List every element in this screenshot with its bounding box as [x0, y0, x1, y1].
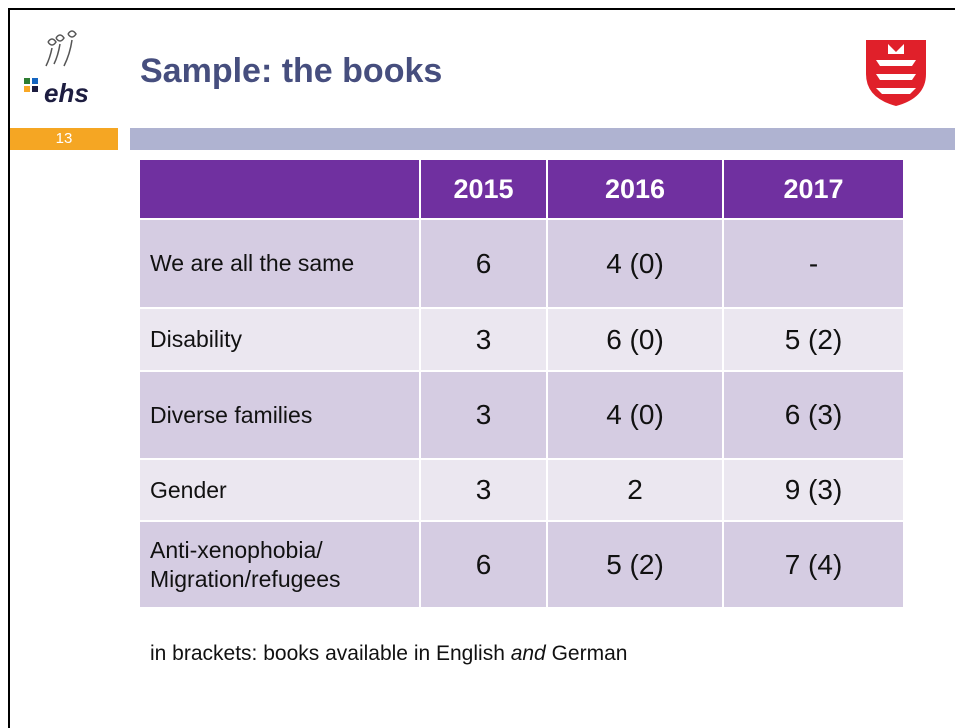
table-cell: 6 (0): [548, 309, 722, 370]
row-label: Gender: [140, 460, 419, 520]
header-cell: 2016: [548, 160, 722, 218]
logo-text: ehs: [44, 78, 89, 108]
table-cell: 6: [421, 522, 546, 607]
table-cell: 3: [421, 309, 546, 370]
slide-title: Sample: the books: [140, 52, 443, 90]
footnote-text: German: [545, 642, 628, 665]
table-cell: 2: [548, 460, 722, 520]
footnote-emphasis: and: [510, 642, 546, 665]
table-cell: 9 (3): [724, 460, 903, 520]
footnote: in brackets: books available in English …: [150, 642, 627, 666]
row-label: Disability: [140, 309, 419, 370]
footnote-text: in brackets: books available in English: [150, 642, 511, 665]
header-bar: [130, 128, 955, 150]
table-cell: 3: [421, 372, 546, 458]
table-cell: 6: [421, 220, 546, 307]
header-cell: [140, 160, 419, 218]
table-cell: -: [724, 220, 903, 307]
table-cell: 4 (0): [548, 220, 722, 307]
table-cell: 3: [421, 460, 546, 520]
table-cell: 7 (4): [724, 522, 903, 607]
slide-frame: [8, 8, 955, 728]
slide-number: 13: [10, 128, 118, 150]
table-cell: 5 (2): [548, 522, 722, 607]
row-label: We are all the same: [140, 220, 419, 307]
logo: [24, 30, 77, 92]
row-label: Diverse families: [140, 372, 419, 458]
row-label: Anti-xenophobia/ Migration/refugees: [140, 522, 419, 607]
table-cell: 4 (0): [548, 372, 722, 458]
header-cell: 2015: [421, 160, 546, 218]
crest: [866, 40, 926, 106]
header-cell: 2017: [724, 160, 903, 218]
table-cell: 5 (2): [724, 309, 903, 370]
table-cell: 6 (3): [724, 372, 903, 458]
